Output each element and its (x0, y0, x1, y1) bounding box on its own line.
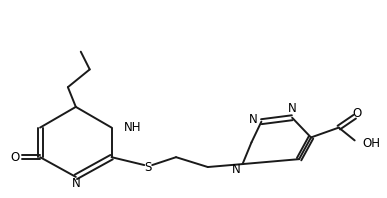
Text: NH: NH (123, 121, 141, 134)
Text: OH: OH (363, 137, 380, 150)
Text: N: N (249, 113, 258, 126)
Text: N: N (232, 164, 241, 176)
Text: O: O (11, 151, 20, 164)
Text: S: S (145, 161, 152, 173)
Text: N: N (72, 177, 80, 190)
Text: N: N (288, 102, 296, 115)
Text: O: O (352, 107, 361, 120)
